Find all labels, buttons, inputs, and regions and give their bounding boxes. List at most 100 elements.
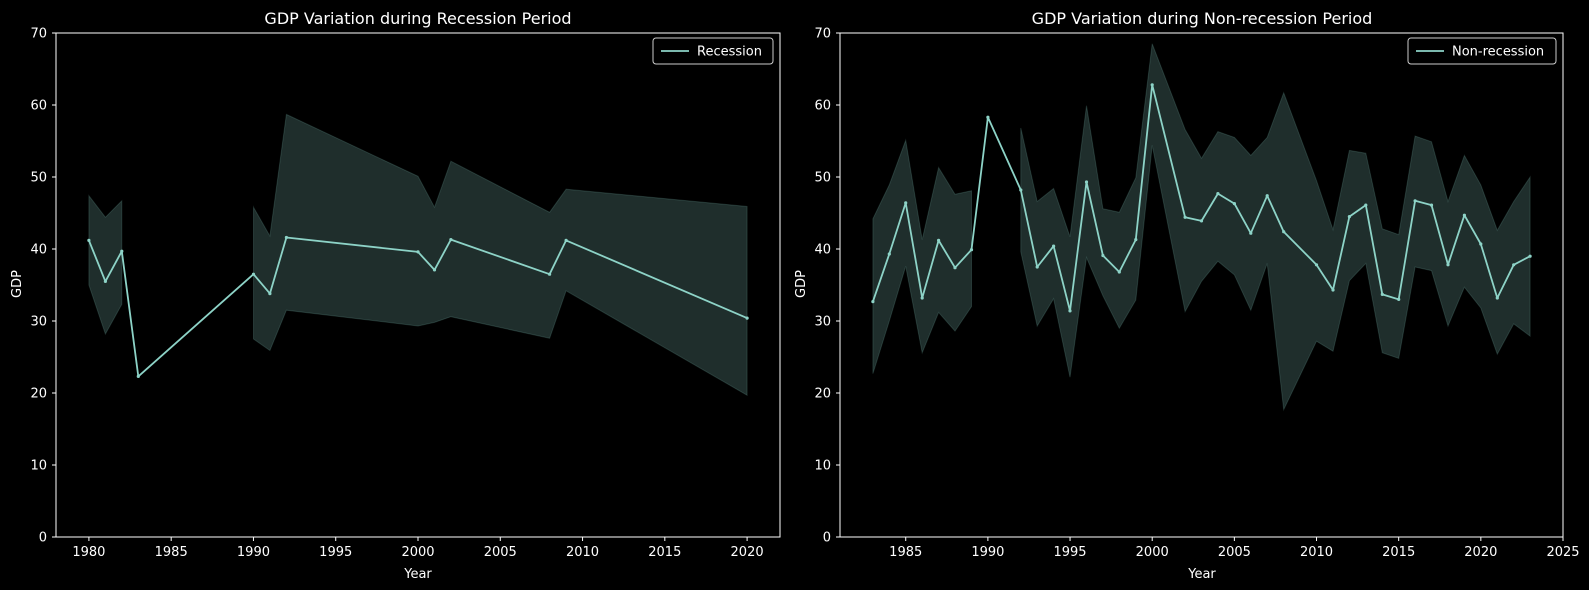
non-recession-y-axis-label: GDP <box>794 270 809 298</box>
non-recession-x-tick-label: 2010 <box>1300 545 1333 560</box>
non-recession-data-point-2003 <box>1199 219 1204 223</box>
recession-x-tick-label: 2015 <box>648 545 681 560</box>
non-recession-data-point-1989 <box>969 248 974 252</box>
recession-legend-box <box>652 37 774 65</box>
non-recession-data-point-2018 <box>1446 263 1450 267</box>
non-recession-x-tick-label: 2020 <box>1464 545 1497 560</box>
non-recession-data-point-1990 <box>986 115 990 119</box>
non-recession-band-segment-1 <box>1020 43 1531 412</box>
recession-axes-layer: 1980 1985 1990 1995 2000 2005 2010 2015 2020 0 10 2… <box>30 27 781 560</box>
recession-data-point-2000 <box>416 250 420 254</box>
recession-legend-label: Recession <box>697 45 762 60</box>
non-recession-x-tick-label: 1995 <box>1053 545 1086 560</box>
non-recession-data-point-2010 <box>1314 263 1319 267</box>
recession-data-point-1980 <box>87 238 91 242</box>
non-recession-data-point-2021 <box>1495 296 1499 300</box>
recession-y-axis-label: GDP <box>10 270 25 298</box>
non-recession-data-point-2011 <box>1331 288 1335 292</box>
non-recession-data-point-1983 <box>871 300 875 304</box>
non-recession-x-tick-label: 2005 <box>1218 545 1251 560</box>
non-recession-axes-frame <box>839 32 1564 538</box>
non-recession-y-tick-label: 20 <box>814 387 831 402</box>
non-recession-y-tick-label: 50 <box>814 171 831 186</box>
recession-band-segment-0 <box>88 194 123 336</box>
non-recession-data-point-2005 <box>1232 202 1236 206</box>
recession-y-tick-label: 50 <box>30 171 47 186</box>
non-recession-data-point-1994 <box>1052 244 1056 248</box>
non-recession-data-point-2016 <box>1413 199 1417 203</box>
non-recession-legend-label: Non-recession <box>1452 45 1544 60</box>
recession-x-tick-label: 2000 <box>401 545 434 560</box>
non-recession-y-tick-label: 30 <box>814 315 831 330</box>
recession-data-point-2001 <box>432 268 437 272</box>
non-recession-band-segment-0 <box>872 138 972 374</box>
recession-line-layer <box>87 235 749 378</box>
non-recession-data-point-1996 <box>1084 180 1089 184</box>
recession-data-point-2008 <box>548 272 552 276</box>
recession-x-tick-label: 1995 <box>319 545 352 560</box>
non-recession-data-point-1986 <box>920 296 924 300</box>
recession-band-layer <box>88 113 748 397</box>
non-recession-data-point-2006 <box>1249 231 1253 235</box>
non-recession-y-tick-label: 70 <box>814 27 831 42</box>
non-recession-data-point-2020 <box>1479 242 1483 246</box>
recession-chart-title: GDP Variation during Recession Period <box>264 9 571 28</box>
non-recession-x-tick-label: 2015 <box>1382 545 1415 560</box>
non-recession-data-point-1993 <box>1035 265 1039 269</box>
recession-data-point-2009 <box>564 238 568 242</box>
non-recession-data-point-1998 <box>1117 270 1121 274</box>
non-recession-series-line-0 <box>872 83 1531 312</box>
recession-y-tick-label: 10 <box>30 459 47 474</box>
non-recession-data-point-2015 <box>1397 297 1401 301</box>
recession-x-tick-label: 1990 <box>237 545 270 560</box>
recession-legend: Recession <box>652 37 774 65</box>
recession-y-tick-label: 20 <box>30 387 47 402</box>
non-recession-data-point-1997 <box>1101 253 1105 258</box>
recession-data-point-1982 <box>120 249 124 253</box>
non-recession-x-tick-label: 2000 <box>1136 545 1169 560</box>
non-recession-axes-layer: 1985 1990 1995 2000 2005 2010 2015 2020 2025 0 10 2… <box>814 27 1579 561</box>
non-recession-line-layer <box>871 83 1532 313</box>
recession-data-point-1992 <box>284 235 288 240</box>
non-recession-x-tick-label: 1985 <box>889 545 922 560</box>
non-recession-data-point-2023 <box>1528 254 1532 258</box>
non-recession-data-point-2007 <box>1265 194 1269 198</box>
non-recession-band-layer <box>872 43 1531 412</box>
recession-x-axis-label: Year <box>403 567 432 582</box>
recession-x-tick-label: 1980 <box>72 545 105 560</box>
non-recession-x-tick-label: 2025 <box>1546 545 1579 560</box>
recession-y-tick-label: 60 <box>30 99 47 114</box>
non-recession-x-axis-label: Year <box>1187 567 1216 582</box>
non-recession-data-point-2000 <box>1150 83 1154 87</box>
non-recession-legend-box <box>1407 37 1557 65</box>
non-recession-chart: GDP Variation during Non-recession Perio… <box>794 9 1580 582</box>
recession-y-tick-label: 70 <box>30 27 47 42</box>
non-recession-chart-title: GDP Variation during Non-recession Perio… <box>1032 9 1373 28</box>
recession-data-point-1983 <box>136 374 140 378</box>
non-recession-data-point-2002 <box>1183 215 1187 219</box>
non-recession-data-point-1995 <box>1068 309 1072 313</box>
non-recession-data-point-2019 <box>1462 213 1466 217</box>
recession-x-tick-label: 2020 <box>731 545 764 560</box>
non-recession-x-tick-label: 1990 <box>971 545 1004 560</box>
non-recession-data-point-2017 <box>1429 203 1434 207</box>
non-recession-data-point-1987 <box>937 238 941 242</box>
recession-data-point-2002 <box>449 238 453 242</box>
non-recession-data-point-2014 <box>1380 292 1384 296</box>
recession-data-point-1991 <box>268 292 272 296</box>
non-recession-data-point-1988 <box>953 266 957 270</box>
non-recession-y-tick-label: 10 <box>814 459 831 474</box>
recession-y-tick-label: 0 <box>39 531 47 546</box>
recession-y-tick-label: 30 <box>30 315 47 330</box>
non-recession-data-point-2022 <box>1512 263 1516 267</box>
recession-data-point-1990 <box>251 272 256 276</box>
recession-x-tick-label: 2005 <box>484 545 517 560</box>
non-recession-data-point-1985 <box>904 201 908 205</box>
non-recession-y-tick-label: 0 <box>823 531 831 546</box>
recession-data-point-2020 <box>745 316 749 320</box>
non-recession-data-point-2013 <box>1364 203 1368 207</box>
non-recession-data-point-2004 <box>1216 192 1220 196</box>
recession-data-point-1981 <box>103 279 107 283</box>
non-recession-data-point-1999 <box>1134 238 1138 242</box>
